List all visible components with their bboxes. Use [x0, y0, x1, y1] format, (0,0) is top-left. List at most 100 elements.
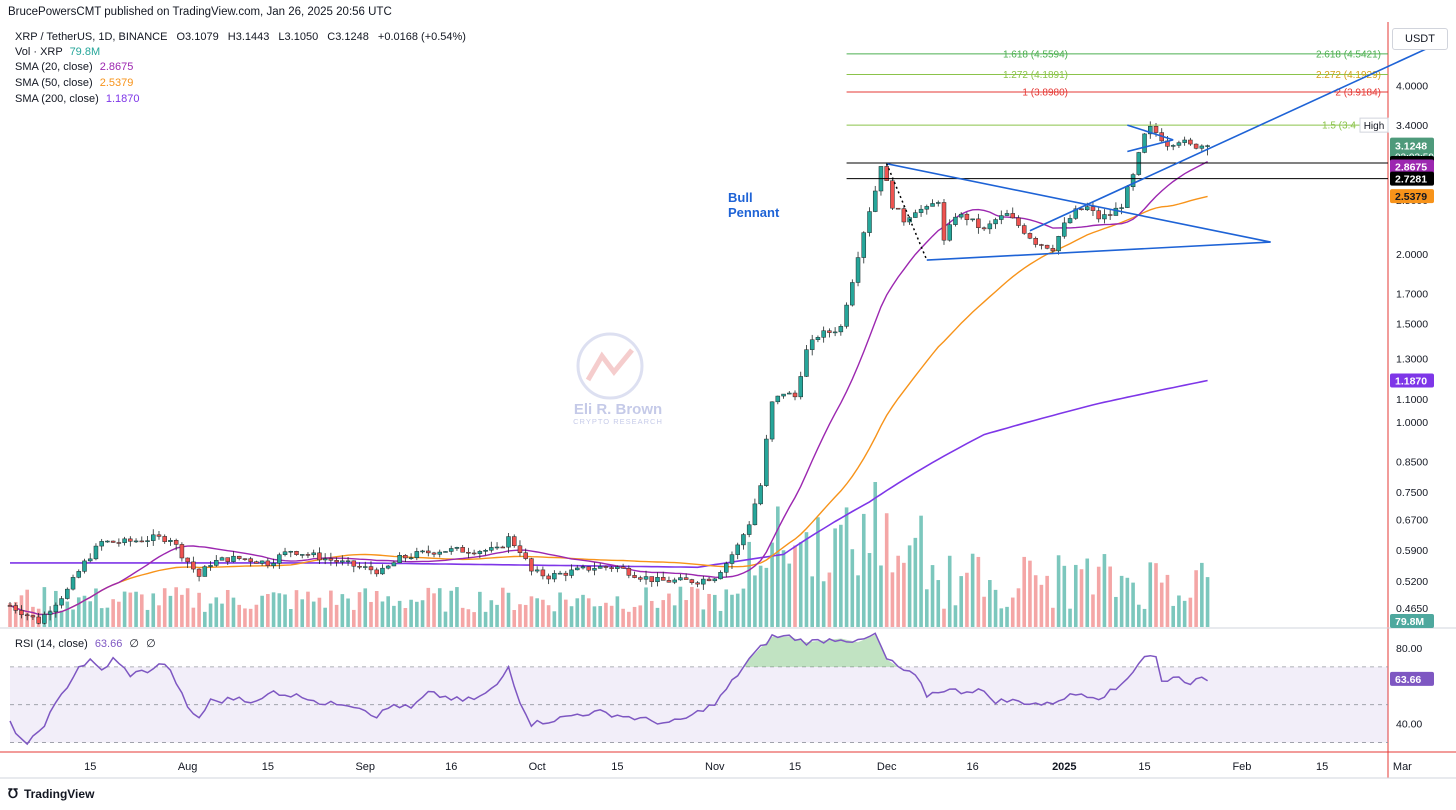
volume-bar: [1154, 563, 1158, 627]
candle: [385, 564, 391, 570]
candle: [1090, 202, 1096, 216]
candle-body: [626, 568, 632, 576]
candle-body: [460, 547, 465, 553]
volume-bar: [552, 611, 557, 627]
legend-rsi[interactable]: RSI (14, close) 63.66 ∅ ∅: [15, 637, 156, 650]
candle: [626, 565, 632, 579]
candle-body: [87, 558, 93, 562]
candle: [752, 498, 758, 526]
legend-sma200[interactable]: SMA (200, close) 1.1870: [15, 93, 139, 105]
candle-body: [288, 550, 294, 553]
candle: [208, 561, 213, 571]
candle: [666, 576, 672, 583]
candle-body: [1136, 152, 1142, 175]
x-tick-label: 15: [84, 761, 96, 773]
legend-rsi-extra2: ∅: [146, 638, 156, 650]
candle-body: [970, 218, 975, 221]
legend-sma50[interactable]: SMA (50, close) 2.5379: [15, 77, 133, 89]
candle-body: [953, 216, 958, 225]
y-tick-label: 1.1000: [1396, 394, 1428, 406]
candle-body: [494, 546, 500, 549]
legend-rsi-value: 63.66: [94, 638, 123, 650]
candle: [1044, 244, 1050, 250]
currency-selector[interactable]: USDT: [1392, 28, 1448, 50]
candle: [706, 576, 712, 582]
candle: [964, 212, 970, 226]
candle: [798, 371, 803, 400]
candle-body: [609, 567, 614, 569]
candle-body: [1004, 213, 1010, 216]
rsi-tick-label: 80.00: [1396, 643, 1422, 655]
candle: [580, 564, 586, 570]
volume-bar: [13, 601, 18, 627]
candle: [1056, 235, 1061, 255]
candle-body: [569, 569, 574, 576]
candle: [408, 553, 414, 560]
volume-bar: [1177, 595, 1181, 627]
candle: [724, 561, 729, 578]
volume-bar: [139, 594, 144, 627]
volume-bar: [392, 605, 396, 627]
volume-bar: [1194, 570, 1198, 627]
candle: [941, 198, 947, 245]
volume-bar: [661, 600, 666, 627]
candle-body: [294, 550, 299, 555]
candle: [403, 554, 408, 563]
candle-body: [426, 550, 431, 554]
volume-bar: [231, 597, 236, 627]
flagpole-dotted-line: [885, 163, 928, 261]
candle-body: [357, 565, 362, 568]
candle-body: [511, 536, 517, 547]
volume-bar: [902, 562, 906, 627]
candle-body: [305, 554, 311, 556]
candle: [563, 570, 569, 582]
x-tick-label: 15: [1138, 761, 1150, 773]
candle: [660, 571, 666, 581]
volume-bar: [1159, 582, 1164, 627]
candle-body: [804, 349, 809, 377]
candle-body: [666, 580, 672, 583]
candle-body: [1062, 222, 1067, 237]
candle: [575, 565, 580, 571]
candle: [1125, 185, 1130, 208]
volume-bar: [833, 528, 837, 627]
candle: [196, 568, 202, 582]
volume-bar: [426, 587, 431, 627]
candle-body: [196, 568, 202, 577]
volume-bar: [690, 586, 694, 627]
candle-body: [477, 551, 483, 554]
candle-body: [924, 206, 930, 210]
candle: [511, 534, 517, 548]
high-tag: High: [1359, 117, 1389, 133]
candle-body: [242, 558, 248, 560]
fib-right-label: 2 (3.9184): [1335, 87, 1381, 98]
candle-body: [363, 566, 368, 568]
volume-bar: [266, 594, 270, 627]
volume-bar: [162, 588, 167, 627]
candle: [1107, 209, 1113, 220]
legend-volume[interactable]: Vol · XRP 79.8M: [15, 46, 100, 58]
candle: [53, 602, 59, 618]
candle: [288, 550, 294, 558]
candle: [483, 548, 488, 556]
volume-bar: [569, 606, 574, 627]
volume-bar: [1045, 575, 1049, 627]
volume-bar: [260, 595, 264, 627]
candle-body: [431, 552, 437, 555]
candle: [918, 204, 924, 217]
candle-body: [466, 551, 471, 554]
volume-bar: [672, 605, 677, 627]
legend-sma20[interactable]: SMA (20, close) 2.8675: [15, 61, 133, 73]
publish-info: BrucePowersCMT published on TradingView.…: [8, 6, 392, 18]
volume-bar: [575, 598, 580, 627]
volume-bar: [1056, 555, 1061, 627]
candle: [878, 166, 884, 196]
candle: [827, 328, 832, 338]
candle-body: [787, 392, 792, 395]
candle-body: [448, 548, 454, 552]
volume-bar: [472, 612, 476, 627]
candle-body: [632, 575, 637, 578]
volume-bar: [1016, 588, 1021, 627]
candle-body: [792, 392, 798, 398]
